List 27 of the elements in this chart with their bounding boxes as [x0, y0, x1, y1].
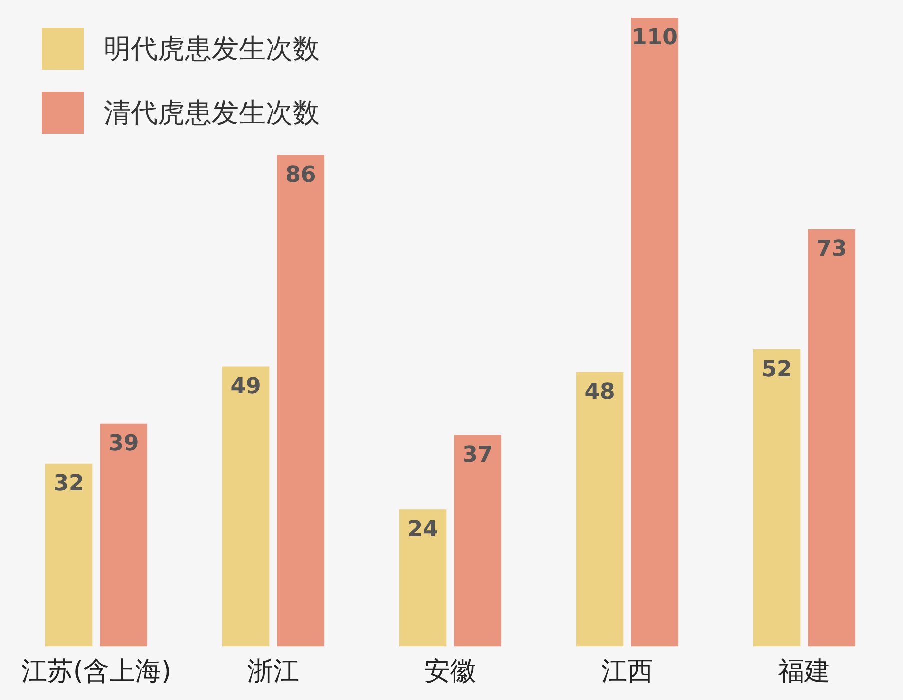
data-label: 24	[408, 517, 438, 542]
data-label: 39	[108, 432, 140, 457]
bar	[808, 230, 856, 647]
legend-label: 明代虎患发生次数	[104, 33, 320, 67]
bar	[454, 435, 502, 647]
x-tick-label: 江西	[602, 657, 654, 688]
bar	[753, 350, 801, 647]
data-label: 73	[816, 237, 848, 262]
legend-label: 清代虎患发生次数	[104, 97, 320, 131]
data-label: 48	[584, 380, 616, 406]
data-label: 49	[230, 374, 262, 400]
x-tick-label: 安徽	[424, 657, 476, 688]
data-label: 37	[462, 443, 494, 468]
data-label: 110	[632, 26, 678, 51]
data-label: 52	[762, 357, 792, 382]
bar	[576, 372, 624, 647]
bar	[399, 510, 447, 647]
x-tick-label: 浙江	[248, 657, 300, 688]
bar	[100, 424, 148, 647]
x-tick-label: 福建	[778, 657, 830, 688]
bar	[277, 155, 325, 647]
data-label: 32	[54, 472, 84, 497]
data-label: 86	[286, 162, 316, 188]
bar	[45, 464, 93, 647]
bar	[631, 18, 679, 647]
x-tick-label: 江苏(含上海)	[21, 657, 172, 688]
bar	[222, 366, 270, 647]
